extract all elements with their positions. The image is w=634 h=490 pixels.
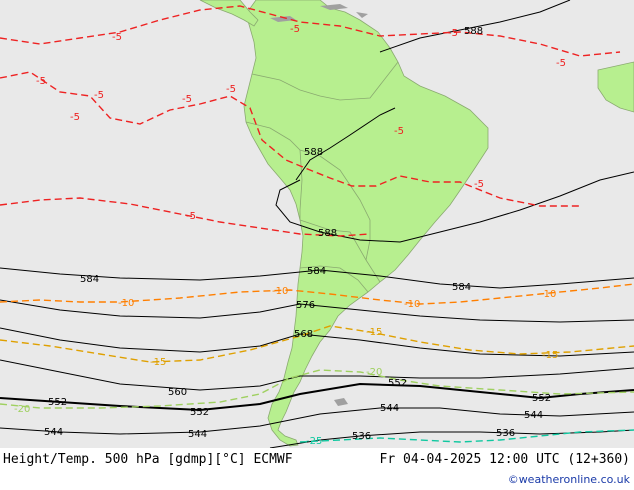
height-label: 584 — [307, 266, 326, 277]
temp-label: -20 — [366, 367, 382, 378]
country-borders — [245, 61, 399, 293]
height-contour-560 — [0, 359, 634, 391]
falkland-islands — [334, 398, 348, 406]
height-label: 544 — [188, 429, 207, 440]
temp-label: -15 — [150, 357, 166, 368]
isotherm-minus25 — [299, 429, 634, 443]
height-contour-544 — [0, 407, 634, 435]
weather-map: 588 588 588 584 584 584 576 568 560 552 … — [0, 0, 634, 448]
map-canvas: 588 588 588 584 584 584 576 568 560 552 … — [0, 0, 634, 448]
temp-label: -10 — [118, 298, 134, 309]
height-contour-576 — [0, 299, 634, 323]
temp-label: -15 — [542, 350, 558, 361]
temp-label: -5 — [182, 94, 192, 105]
temp-label: -5 — [448, 28, 458, 39]
height-label: 588 — [318, 228, 337, 239]
isotherm-minus5-wiggle — [0, 71, 580, 207]
height-contour-552 — [0, 382, 634, 412]
height-contour-584 — [0, 267, 634, 289]
credit-link[interactable]: ©weatheronline.co.uk — [507, 473, 630, 486]
temp-label: -5 — [556, 58, 566, 69]
height-label: 584 — [452, 282, 471, 293]
temp-label: -10 — [272, 286, 288, 297]
isotherm-minus5-north — [0, 5, 621, 57]
temperature-contours — [0, 5, 634, 443]
height-label: 544 — [380, 403, 399, 414]
temp-label: -5 — [394, 126, 404, 137]
height-contour-536 — [269, 429, 634, 448]
height-label: 588 — [304, 147, 323, 158]
height-contour-588-central — [295, 107, 396, 181]
map-footer: Height/Temp. 500 hPa [gdmp][°C] ECMWF Fr… — [0, 448, 634, 490]
height-label: 552 — [48, 397, 67, 408]
height-contour-568 — [0, 327, 634, 357]
valid-time: Fr 04-04-2025 12:00 UTC (12+360) — [379, 452, 630, 467]
temp-label: -5 — [186, 211, 196, 222]
height-label: 588 — [464, 26, 483, 37]
temp-label: -5 — [70, 112, 80, 123]
height-label: 544 — [524, 410, 543, 421]
isotherm-minus5-south — [0, 197, 371, 237]
caribbean-islands — [270, 4, 368, 22]
temp-label: -15 — [366, 327, 382, 338]
height-contours — [0, 0, 634, 448]
temp-label: -5 — [474, 179, 484, 190]
temp-label: -5 — [290, 24, 300, 35]
temp-label: -20 — [14, 404, 30, 415]
isotherm-minus15 — [0, 325, 634, 363]
isotherm-minus20 — [0, 369, 634, 409]
isotherm-minus10 — [0, 283, 634, 305]
map-title: Height/Temp. 500 hPa [gdmp][°C] ECMWF — [3, 452, 293, 467]
temp-label: -5 — [94, 90, 104, 101]
height-label: 536 — [352, 431, 371, 442]
africa-land — [597, 61, 634, 113]
temp-label: -5 — [36, 76, 46, 87]
height-label: 552 — [532, 393, 551, 404]
height-label: 552 — [388, 378, 407, 389]
height-label: 576 — [296, 300, 315, 311]
height-label: 568 — [294, 329, 313, 340]
height-contour-588-north — [379, 0, 571, 53]
height-label: 560 — [168, 387, 187, 398]
temp-label: -5 — [226, 84, 236, 95]
temp-label: -10 — [540, 289, 556, 300]
temp-label: -10 — [404, 299, 420, 310]
temp-label: -5 — [112, 32, 122, 43]
height-label: 536 — [496, 428, 515, 439]
height-label: 584 — [80, 274, 99, 285]
temp-label: -25 — [306, 436, 322, 447]
height-label: 544 — [44, 427, 63, 438]
height-contour-588-loop — [275, 171, 634, 243]
height-label: 552 — [190, 407, 209, 418]
